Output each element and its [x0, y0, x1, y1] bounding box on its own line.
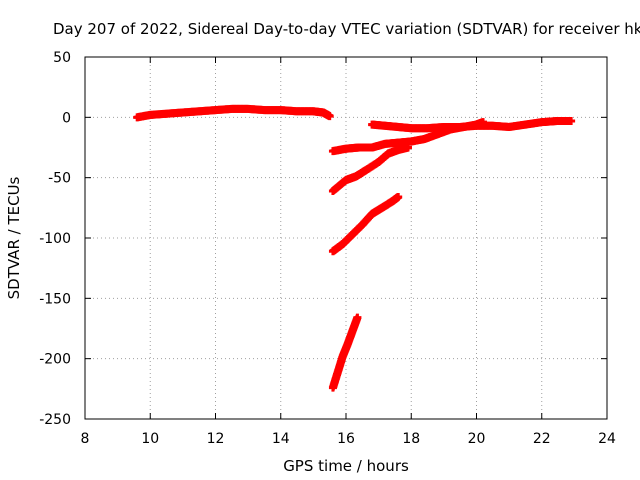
data-point: [325, 112, 334, 121]
data-point: [394, 192, 403, 201]
y-tick-label: -100: [39, 231, 71, 247]
series-track-1: [133, 104, 334, 122]
chart-title: Day 207 of 2022, Sidereal Day-to-day VTE…: [53, 20, 640, 38]
x-tick-label: 18: [402, 431, 420, 447]
data-point: [567, 116, 576, 125]
series-track-2: [368, 116, 576, 133]
y-tick-label: -50: [48, 171, 71, 187]
x-tick-label: 8: [81, 431, 90, 447]
series-track-4: [328, 143, 412, 195]
series-track-5: [328, 192, 403, 256]
data-point: [403, 143, 412, 152]
y-tick-label: 50: [53, 50, 71, 66]
x-axis: 8 10 12 14 16 18 20 22 24: [81, 57, 616, 447]
y-axis-label: SDTVAR / TECUs: [5, 176, 23, 299]
x-tick-label: 22: [533, 431, 551, 447]
y-tick-label: 0: [62, 110, 71, 126]
x-tick-label: 20: [468, 431, 486, 447]
y-tick-label: -250: [39, 412, 71, 428]
x-tick-label: 24: [598, 431, 616, 447]
series-track-3: [328, 118, 488, 156]
y-axis: 50 0 -50 -100 -150 -200 -250: [39, 50, 607, 428]
x-tick-label: 10: [141, 431, 159, 447]
series-track-6: [328, 313, 362, 392]
y-tick-label: -200: [39, 352, 71, 368]
data-point: [479, 118, 488, 127]
y-tick-label: -150: [39, 291, 71, 307]
data-point: [353, 313, 362, 322]
x-tick-label: 14: [272, 431, 290, 447]
x-tick-label: 16: [337, 431, 355, 447]
x-tick-label: 12: [207, 431, 225, 447]
data-points: [133, 104, 576, 392]
x-axis-label: GPS time / hours: [283, 457, 409, 475]
